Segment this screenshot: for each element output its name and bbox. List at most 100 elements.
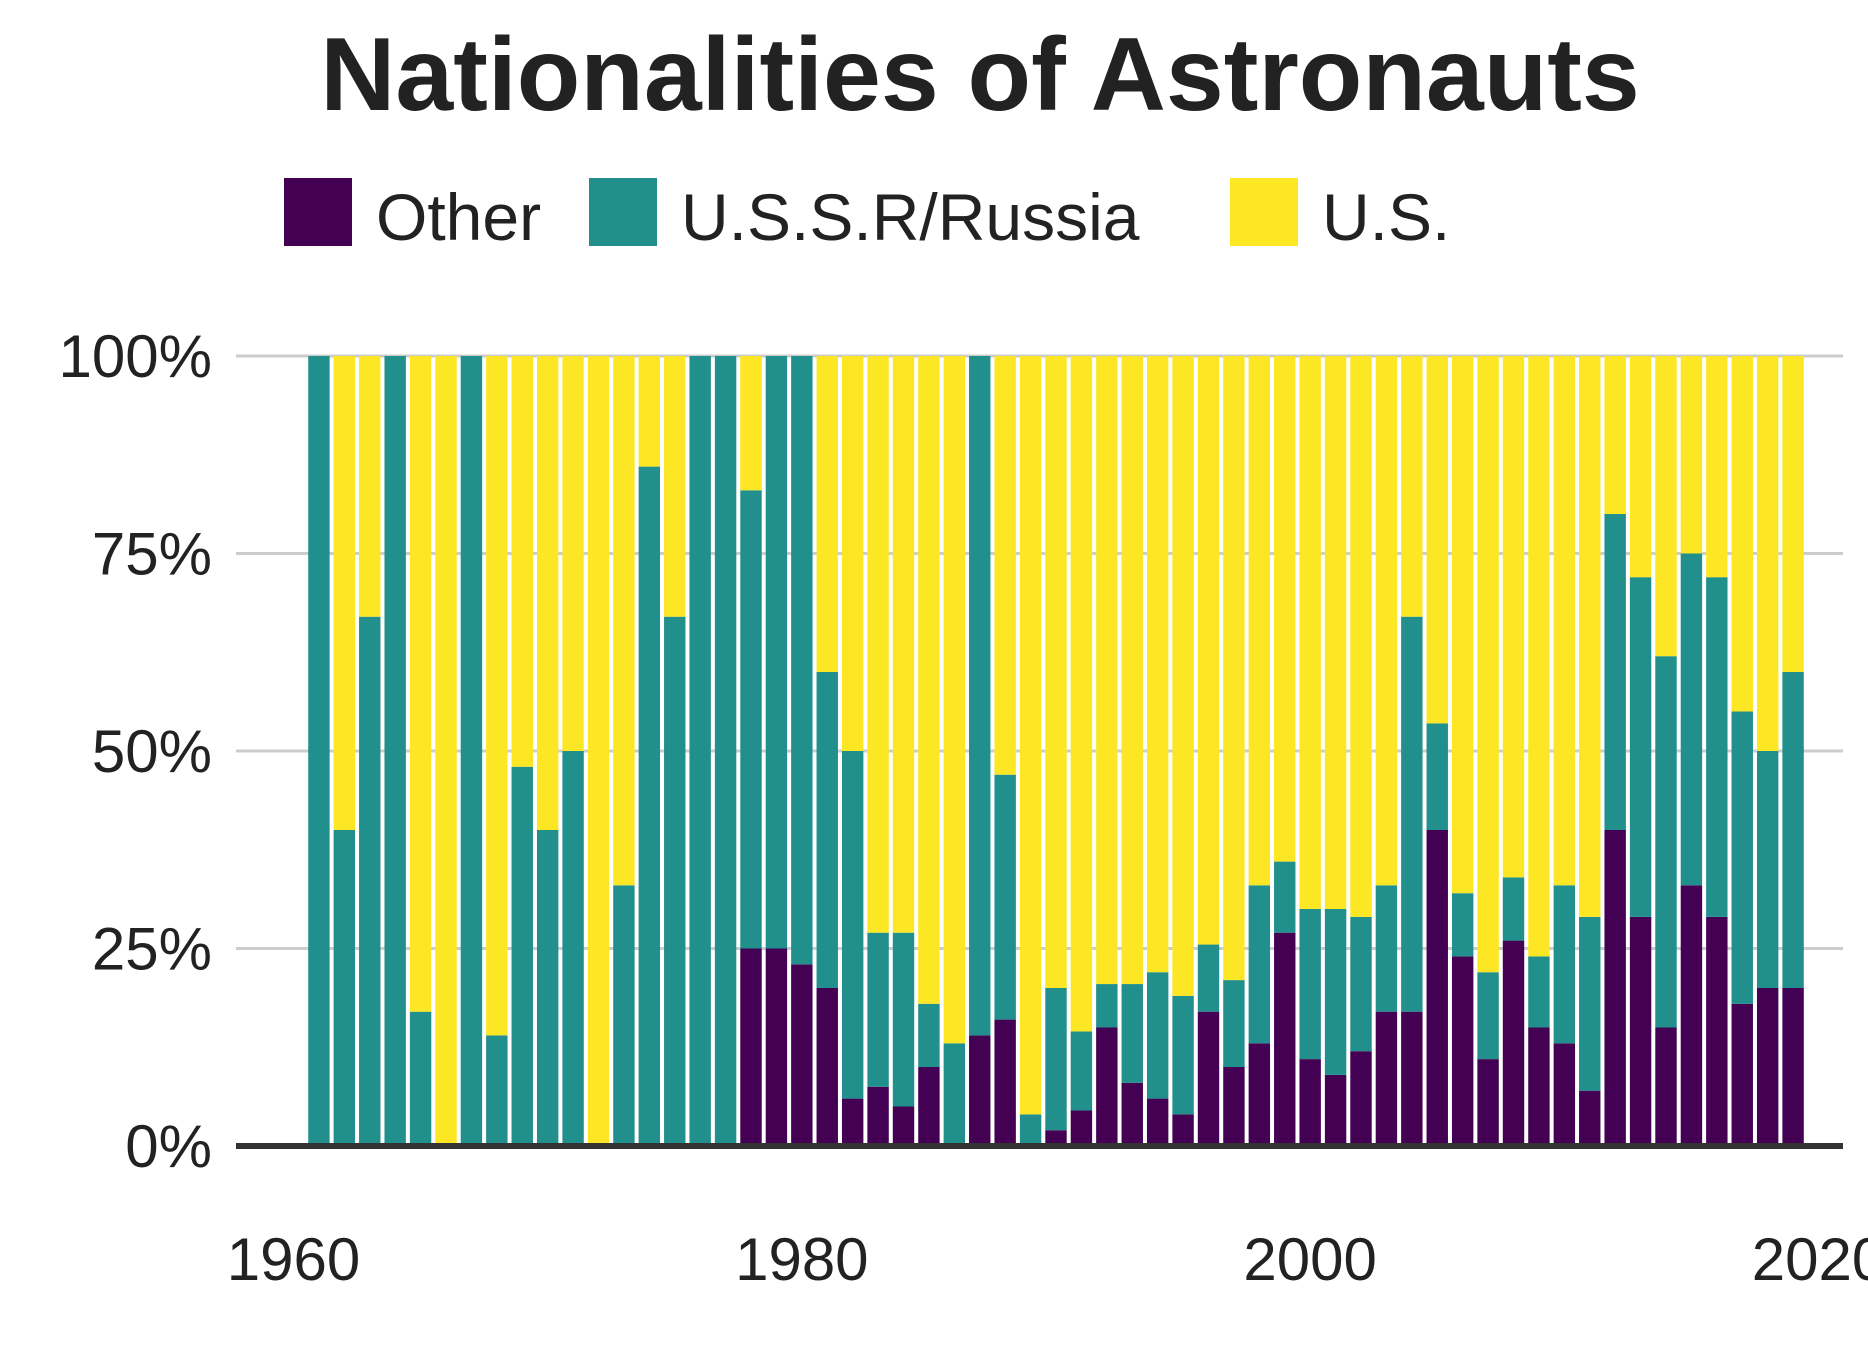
bar-segment [409, 356, 432, 1012]
bar-segment [1426, 723, 1448, 830]
bar-segment [1019, 356, 1042, 1115]
bar-segment [1451, 893, 1474, 957]
bar-segment [1070, 356, 1093, 1032]
bar-segment [1070, 1031, 1093, 1111]
bar-segment [1528, 356, 1550, 957]
bar-segment [1731, 356, 1753, 712]
bar-segment [1197, 944, 1220, 1012]
chart-title: Nationalities of Astronauts [320, 17, 1639, 133]
bar-segment [791, 964, 813, 1146]
bar-segment [1096, 984, 1118, 1028]
bar-segment [1274, 356, 1296, 862]
bar-segment [1324, 1074, 1347, 1146]
bar-segment [918, 1003, 940, 1067]
bar-segment [918, 356, 940, 1004]
x-tick-label: 1980 [735, 1226, 868, 1293]
bar-segment [333, 830, 356, 1146]
legend-swatch-ussr-russia [589, 178, 657, 246]
x-tick-label: 1960 [227, 1226, 360, 1293]
bar-segment [1553, 885, 1576, 1044]
y-axis-ticks: 0% 25% 50% 75% 100% [59, 323, 212, 1180]
bar-segment [841, 356, 864, 751]
bar-segment [841, 1098, 864, 1146]
bar-segment [1782, 356, 1804, 672]
bar-segment [867, 356, 889, 933]
bar-segment [1096, 356, 1118, 985]
y-tick-label: 25% [92, 916, 212, 983]
bar-segment [1756, 356, 1779, 751]
bars [308, 356, 1804, 1147]
bar-segment [943, 1043, 966, 1146]
bar-segment [1350, 916, 1372, 1052]
bar-segment [359, 616, 381, 1146]
bar-segment [918, 1067, 940, 1146]
bar-segment [1782, 988, 1804, 1146]
bar-segment [791, 356, 813, 965]
bar-segment [1655, 1027, 1677, 1146]
x-axis-ticks: 1960 1980 2000 2020 [227, 1226, 1868, 1293]
bar-segment [664, 356, 686, 617]
bar-segment [1604, 830, 1626, 1146]
bar-segment [1553, 356, 1576, 886]
bar-segment [816, 988, 838, 1146]
bar-segment [1502, 940, 1525, 1146]
legend-label-other: Other [376, 180, 541, 254]
bar-segment [1045, 988, 1067, 1131]
bar-segment [562, 356, 584, 751]
bar-segment [1070, 1110, 1093, 1146]
bar-segment [1172, 1114, 1194, 1146]
bar-segment [664, 616, 686, 1146]
bar-segment [1502, 877, 1525, 941]
bar-segment [1248, 885, 1271, 1044]
bar-segment [1045, 1130, 1067, 1146]
bar-segment [1680, 356, 1703, 554]
bar-segment [740, 490, 762, 949]
bar-segment [1096, 1027, 1118, 1146]
bar-segment [1655, 356, 1677, 657]
bar-segment [536, 356, 559, 830]
bar-segment [460, 356, 483, 1146]
bar-segment [1401, 616, 1423, 1012]
bar-segment [1401, 356, 1423, 617]
bar-segment [384, 356, 406, 1146]
legend-swatch-us [1230, 178, 1298, 246]
bar-segment [1731, 711, 1753, 1004]
x-tick-label: 2000 [1243, 1226, 1376, 1293]
bar-segment [1782, 672, 1804, 988]
bar-segment [1426, 830, 1448, 1146]
y-tick-label: 50% [92, 718, 212, 785]
bar-segment [816, 356, 838, 672]
bar-segment [1706, 356, 1728, 578]
bar-segment [435, 356, 457, 1146]
bar-segment [1426, 356, 1448, 724]
bar-segment [1146, 356, 1169, 973]
bar-segment [689, 356, 711, 1146]
bar-segment [359, 356, 381, 617]
bar-segment [1401, 1011, 1423, 1146]
bar-segment [1731, 1003, 1753, 1146]
bar-segment [1223, 356, 1245, 981]
bar-segment [1019, 1114, 1042, 1146]
bar-segment [1350, 1051, 1372, 1146]
bar-segment [1299, 909, 1321, 1060]
bar-segment [1477, 972, 1499, 1060]
bar-segment [1248, 356, 1271, 886]
bar-segment [1223, 1067, 1245, 1146]
bar-segment [1756, 988, 1779, 1146]
bar-segment [1375, 356, 1398, 886]
x-tick-label: 2020 [1752, 1226, 1868, 1293]
bar-segment [969, 356, 991, 1036]
bar-segment [1146, 1098, 1169, 1146]
bar-segment [714, 356, 737, 1146]
bar-segment [1706, 577, 1728, 917]
bar-segment [1121, 356, 1143, 985]
bar-segment [511, 356, 533, 767]
bar-segment [536, 830, 559, 1146]
bar-segment [1680, 553, 1703, 886]
bar-segment [1579, 916, 1601, 1091]
legend-label-ussr-russia: U.S.S.R/Russia [681, 180, 1140, 254]
bar-segment [969, 1035, 991, 1146]
y-tick-label: 0% [125, 1113, 212, 1180]
bar-segment [562, 751, 584, 1146]
bar-segment [1655, 656, 1677, 1028]
